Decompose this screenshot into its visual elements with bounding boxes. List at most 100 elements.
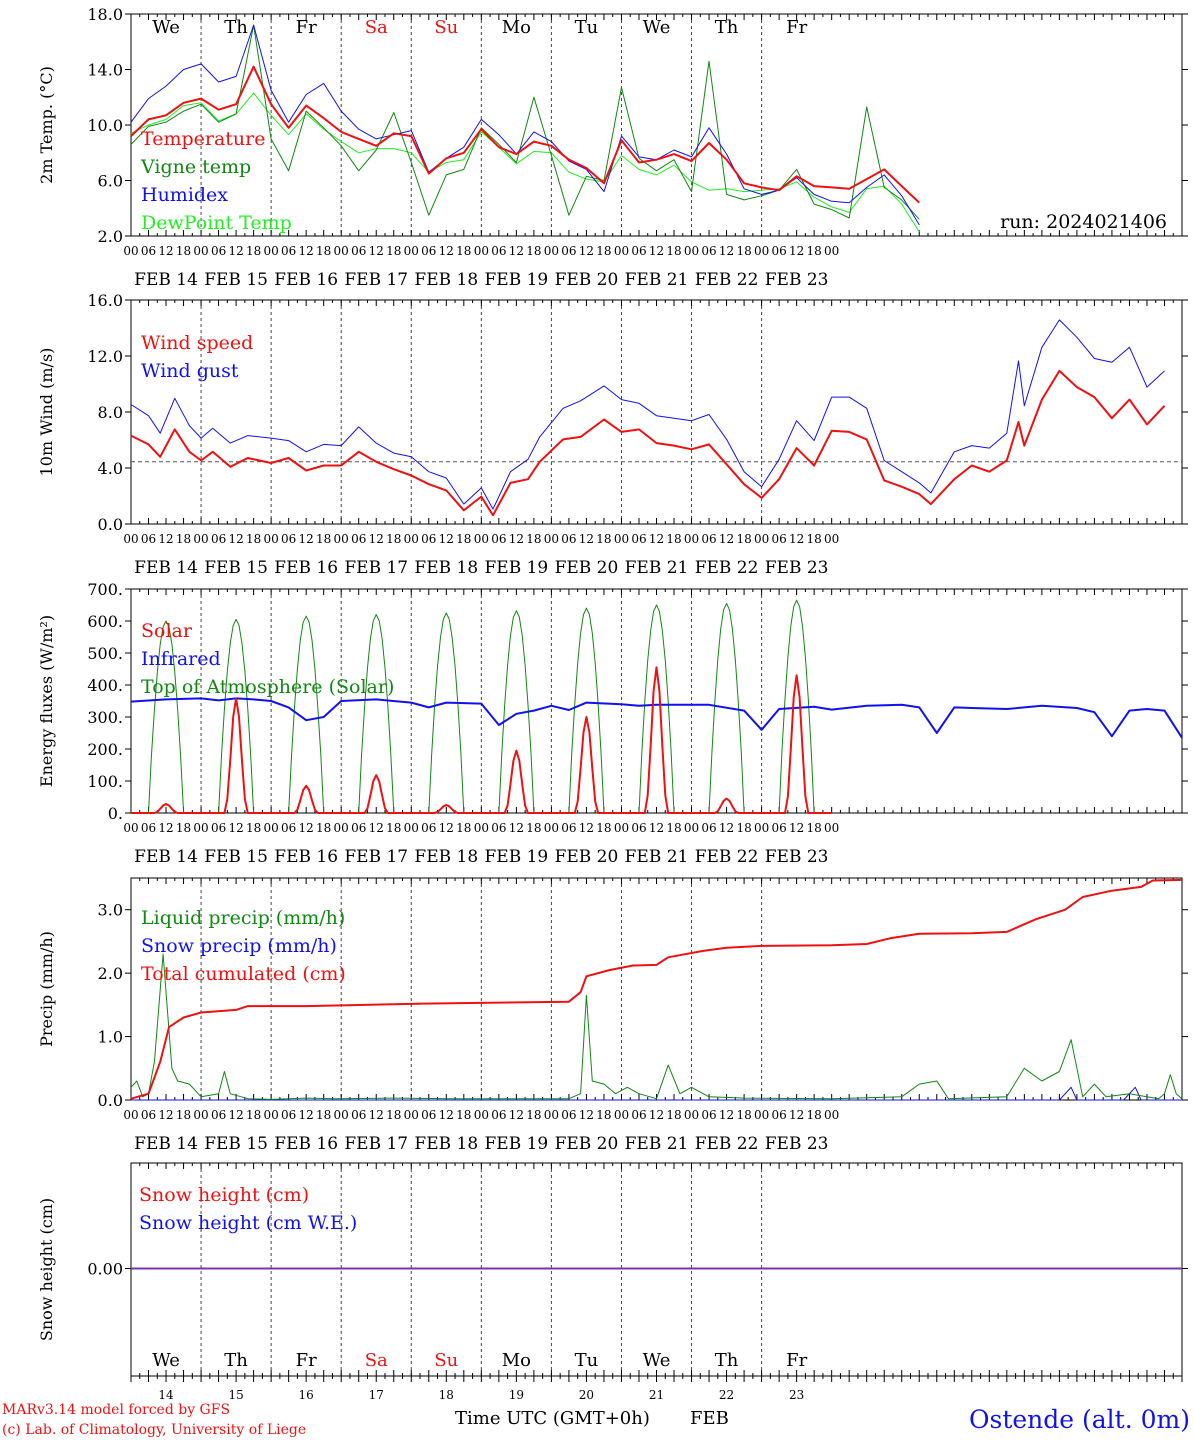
hour-label: 18	[246, 821, 261, 835]
hour-label: 12	[509, 532, 524, 546]
date-label: FEB 20	[555, 270, 619, 290]
hour-label: 06	[771, 1108, 786, 1122]
series-line-wind-speed	[130, 369, 1166, 517]
y-tick-label: 3.0	[98, 901, 123, 920]
hour-label: 18	[736, 532, 751, 546]
hour-label: 00	[684, 244, 699, 258]
hour-label: 00	[263, 1108, 278, 1122]
y-tick-label: 300.	[87, 708, 123, 727]
series-line-humidex	[130, 24, 920, 226]
y-tick-label: 500.	[87, 644, 123, 663]
legend-entry: Temperature	[141, 128, 265, 150]
day-of-week-label: Sa	[365, 1350, 388, 1371]
hour-label: 06	[421, 1108, 436, 1122]
hour-label: 12	[789, 1108, 804, 1122]
series-line-liquid	[130, 953, 1183, 1100]
date-label: FEB 18	[414, 1134, 478, 1154]
hour-label: 00	[334, 244, 349, 258]
hour-label: 06	[701, 244, 716, 258]
hour-label: 00	[614, 532, 629, 546]
day-number-label: 15	[228, 1388, 243, 1402]
hour-label: 00	[754, 244, 769, 258]
y-tick-label: 0.00	[87, 1260, 123, 1279]
hour-label: 06	[141, 244, 156, 258]
y-tick-label: 0.0	[98, 1091, 123, 1110]
day-of-week-label: Th	[715, 1350, 739, 1371]
legend-entry: DewPoint Temp	[141, 212, 292, 234]
y-axis-title: Snow height (cm)	[37, 1198, 56, 1341]
hour-label: 00	[404, 532, 419, 546]
date-label: FEB 21	[625, 847, 689, 867]
y-axis-title: 2m Temp. (°C)	[37, 66, 56, 184]
series-line-solar	[131, 666, 832, 814]
hour-label: 00	[334, 821, 349, 835]
date-label: FEB 18	[414, 847, 478, 867]
hour-label: 18	[596, 1108, 611, 1122]
legend-entry: Wind speed	[141, 332, 253, 354]
hour-label: 06	[491, 532, 506, 546]
hour-label: 12	[439, 244, 454, 258]
hour-label: 00	[193, 821, 208, 835]
date-label: FEB 23	[765, 270, 829, 290]
hour-label: 06	[351, 532, 366, 546]
legend-entry: Total cumulated (cm)	[141, 963, 346, 985]
x-axis-month: FEB	[690, 1408, 729, 1429]
hour-label: 12	[579, 532, 594, 546]
hour-label: 18	[736, 244, 751, 258]
y-tick-label: 2.0	[98, 227, 123, 246]
hour-label: 06	[421, 821, 436, 835]
hour-label: 18	[666, 244, 681, 258]
hour-label: 12	[228, 1108, 243, 1122]
hour-label: 00	[123, 532, 138, 546]
date-label: FEB 15	[204, 270, 268, 290]
hour-label: 06	[701, 821, 716, 835]
date-label: FEB 16	[274, 558, 338, 578]
hour-label: 12	[299, 821, 314, 835]
date-label: FEB 16	[274, 847, 338, 867]
hour-label: 00	[474, 532, 489, 546]
plot-frame	[130, 588, 1183, 814]
series-line-snow	[131, 1086, 1182, 1101]
hour-label: 06	[561, 532, 576, 546]
hour-label: 00	[824, 821, 839, 835]
y-tick-label: 100.	[87, 772, 123, 791]
date-label: FEB 23	[765, 1134, 829, 1154]
hour-label: 18	[526, 244, 541, 258]
date-label: FEB 20	[555, 558, 619, 578]
hour-label: 06	[141, 532, 156, 546]
date-label: FEB 14	[134, 558, 198, 578]
hour-label: 00	[544, 532, 559, 546]
hour-label: 00	[123, 821, 138, 835]
hour-label: 18	[666, 532, 681, 546]
date-label: FEB 20	[555, 1134, 619, 1154]
day-of-week-label: We	[152, 17, 180, 38]
hour-label: 18	[596, 244, 611, 258]
hour-label: 06	[141, 821, 156, 835]
hour-label: 06	[701, 532, 716, 546]
hour-label: 18	[386, 821, 401, 835]
hour-label: 12	[369, 1108, 384, 1122]
hour-label: 18	[596, 821, 611, 835]
hour-label: 18	[246, 244, 261, 258]
y-tick-label: 0.	[108, 804, 123, 823]
day-number-label: 19	[509, 1388, 524, 1402]
hour-label: 12	[509, 244, 524, 258]
legend-entry: Humidex	[141, 184, 228, 206]
hour-label: 06	[351, 821, 366, 835]
hour-label: 18	[246, 1108, 261, 1122]
date-label: FEB 14	[134, 270, 198, 290]
hour-label: 18	[456, 244, 471, 258]
day-of-week-label: Fr	[786, 1350, 807, 1371]
series-line-wind-gust	[130, 319, 1165, 510]
legend-entry: Top of Atmosphere (Solar)	[141, 676, 394, 698]
date-label: FEB 22	[695, 558, 759, 578]
hour-label: 06	[771, 821, 786, 835]
model-credit: MARv3.14 model forced by GFS	[2, 1402, 230, 1418]
hour-label: 12	[789, 244, 804, 258]
hour-label: 12	[369, 244, 384, 258]
y-tick-label: 18.0	[87, 5, 123, 24]
y-axis-title: 10m Wind (m/s)	[37, 348, 56, 477]
day-number-label: 17	[369, 1388, 384, 1402]
